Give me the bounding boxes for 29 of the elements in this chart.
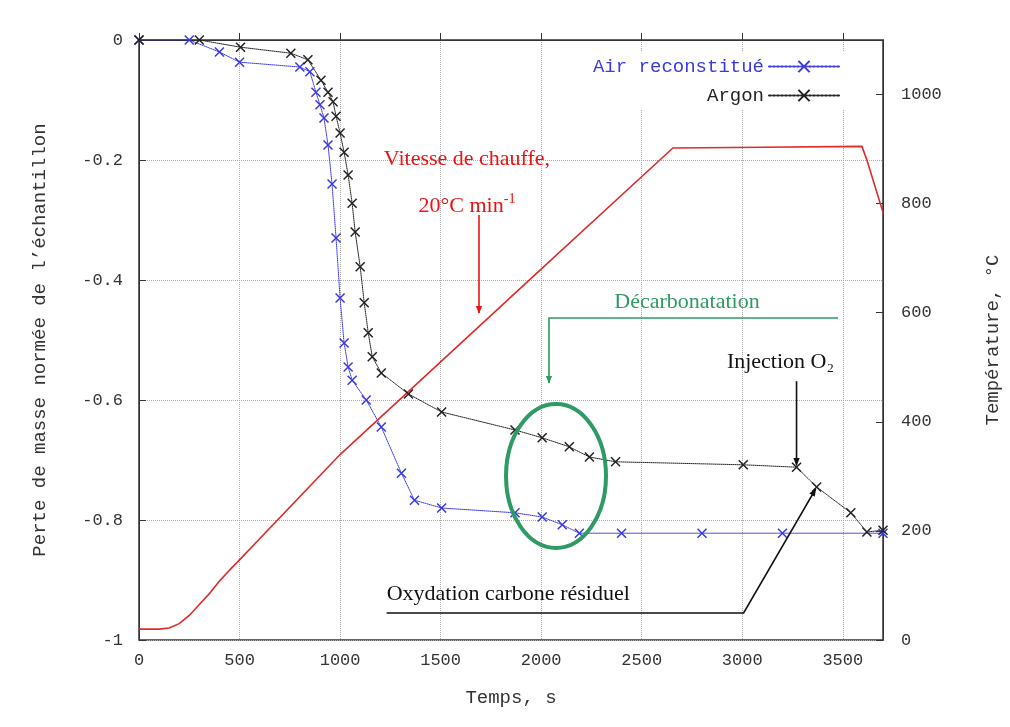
y2-tick-label: 200 bbox=[901, 521, 932, 541]
y2-tick-label: 800 bbox=[901, 194, 932, 214]
annotation: Vitesse de chauffe, 20°C min$^{-1}$ bbox=[383, 145, 551, 217]
y-tick-label: -0.2 bbox=[82, 150, 123, 170]
y2-tick-label: 1000 bbox=[901, 85, 942, 105]
y2-axis-title: Température, °C bbox=[981, 254, 1004, 426]
x-tick-label: 1000 bbox=[319, 651, 361, 670]
y-tick-label: -1 bbox=[102, 630, 123, 650]
x-tick-label: 2500 bbox=[621, 651, 663, 670]
x-tick-label: 3500 bbox=[822, 651, 864, 670]
y-tick-label: -0.6 bbox=[82, 390, 123, 410]
annotation: Oxydation carbone résiduel bbox=[386, 580, 630, 605]
y2-tick-label: 400 bbox=[901, 412, 932, 432]
y-tick-label: -0.4 bbox=[82, 270, 123, 290]
x-tick-label: 0 bbox=[133, 651, 145, 670]
legend-label: Air reconstitué bbox=[592, 55, 764, 78]
x-axis-title: Temps, s bbox=[465, 686, 557, 709]
annotation: Décarbonatation bbox=[614, 288, 760, 313]
x-tick-label: 500 bbox=[224, 651, 255, 670]
x-tick-label: 1500 bbox=[420, 651, 462, 670]
annotation: Injection O₂ bbox=[726, 348, 835, 374]
y-axis-title: Perte de masse normée de l’échantillon bbox=[28, 123, 51, 557]
x-tick-label: 2000 bbox=[520, 651, 562, 670]
y-tick-label: -0.8 bbox=[82, 510, 123, 530]
legend-label: Argon bbox=[706, 84, 764, 107]
y-tick-label: 0 bbox=[112, 30, 123, 50]
y2-tick-label: 600 bbox=[901, 303, 932, 323]
y2-tick-label: 0 bbox=[901, 630, 912, 650]
x-tick-label: 3000 bbox=[721, 651, 763, 670]
